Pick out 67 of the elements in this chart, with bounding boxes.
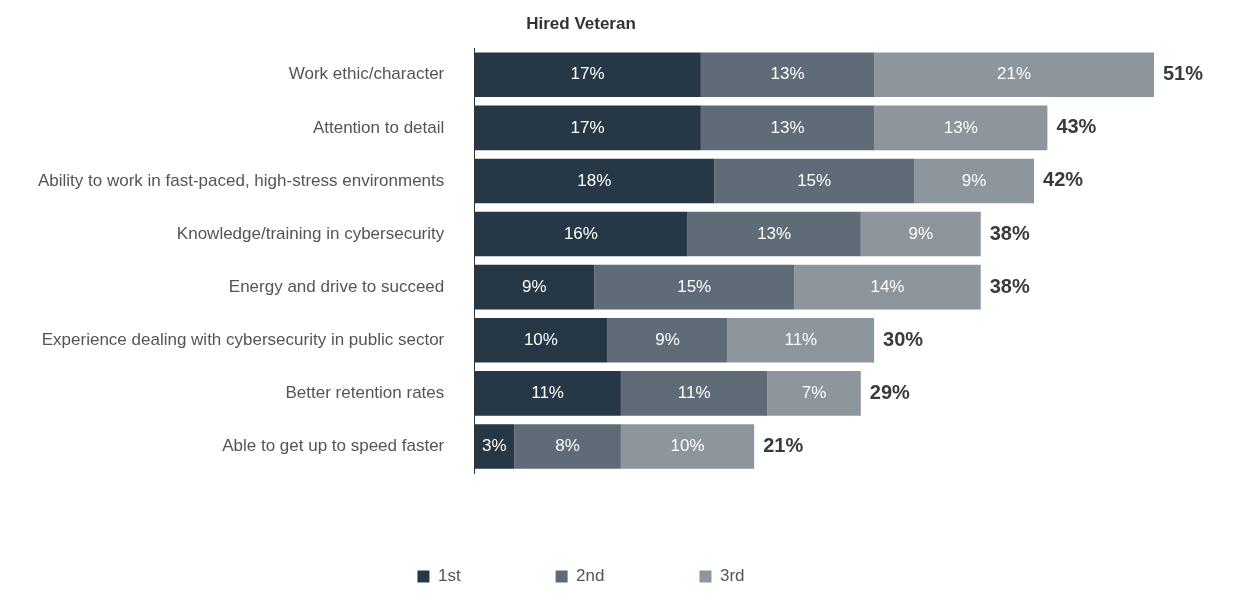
data-label: 13% [770,117,805,137]
bar [767,371,861,416]
total-label: 43% [1056,115,1097,138]
data-label: 3% [481,436,507,456]
bar [474,105,701,151]
bar [860,211,981,257]
bar [514,424,621,469]
data-label: 17% [570,64,605,84]
y-tick-label: Experience dealing with cybersecurity in public sector [41,329,445,349]
data-label: 8% [555,436,580,456]
bar [874,105,1048,151]
data-label: 15% [677,276,712,296]
data-label: 7% [801,383,827,403]
data-label: 15% [797,170,832,190]
data-label: 9% [521,276,547,296]
chart-title: Hired Veteran [526,13,636,33]
data-label: 11% [784,329,818,349]
data-label: 11% [531,383,564,403]
data-label: 21% [997,64,1032,84]
bar [620,371,768,416]
bar [714,158,915,204]
bar [474,158,715,204]
data-label: 16% [563,223,598,243]
total-label: 42% [1043,168,1084,191]
total-label: 30% [883,327,924,350]
total-label: 21% [763,433,804,456]
y-tick-label: Knowledge/training in cybersecurity [176,223,445,243]
data-label: 9% [961,170,987,190]
total-label: 38% [989,274,1030,297]
data-label: 14% [870,276,905,296]
total-label: 51% [1163,62,1204,85]
data-label: 18% [577,170,612,190]
bar [700,105,875,151]
y-tick-label: Ability to work in fast-paced, high-stress environments [37,170,445,190]
bar [474,317,608,363]
total-label: 29% [869,380,911,403]
data-label: 13% [770,64,805,84]
bar [474,52,701,98]
bar [474,211,688,257]
bar [687,211,861,257]
bar [794,264,981,310]
bar [727,317,875,363]
legend-label: 2nd [576,566,605,586]
bar [594,264,795,310]
y-tick-label: Able to get up to speed faster [222,436,445,456]
total-label: 38% [989,221,1030,244]
bar [620,424,755,469]
data-label: 17% [570,117,605,137]
bar [474,371,621,416]
y-tick-label: Work ethic/character [288,64,445,84]
y-tick-label: Energy and drive to succeed [228,276,445,296]
data-label: 11% [677,383,711,403]
bar [700,52,875,98]
bar [474,264,595,310]
data-label: 10% [670,436,705,456]
bar [607,317,728,363]
data-label: 9% [655,329,680,349]
bar [874,52,1154,98]
y-tick-label: Better retention rates [285,383,445,403]
legend-label: 1st [437,566,461,586]
legend-label: 3rd [719,566,745,586]
bar [914,158,1035,204]
data-label: 13% [943,117,978,137]
y-tick-label: Attention to detail [312,117,445,137]
data-label: 10% [523,329,558,349]
data-label: 13% [757,223,792,243]
data-label: 9% [908,223,934,243]
